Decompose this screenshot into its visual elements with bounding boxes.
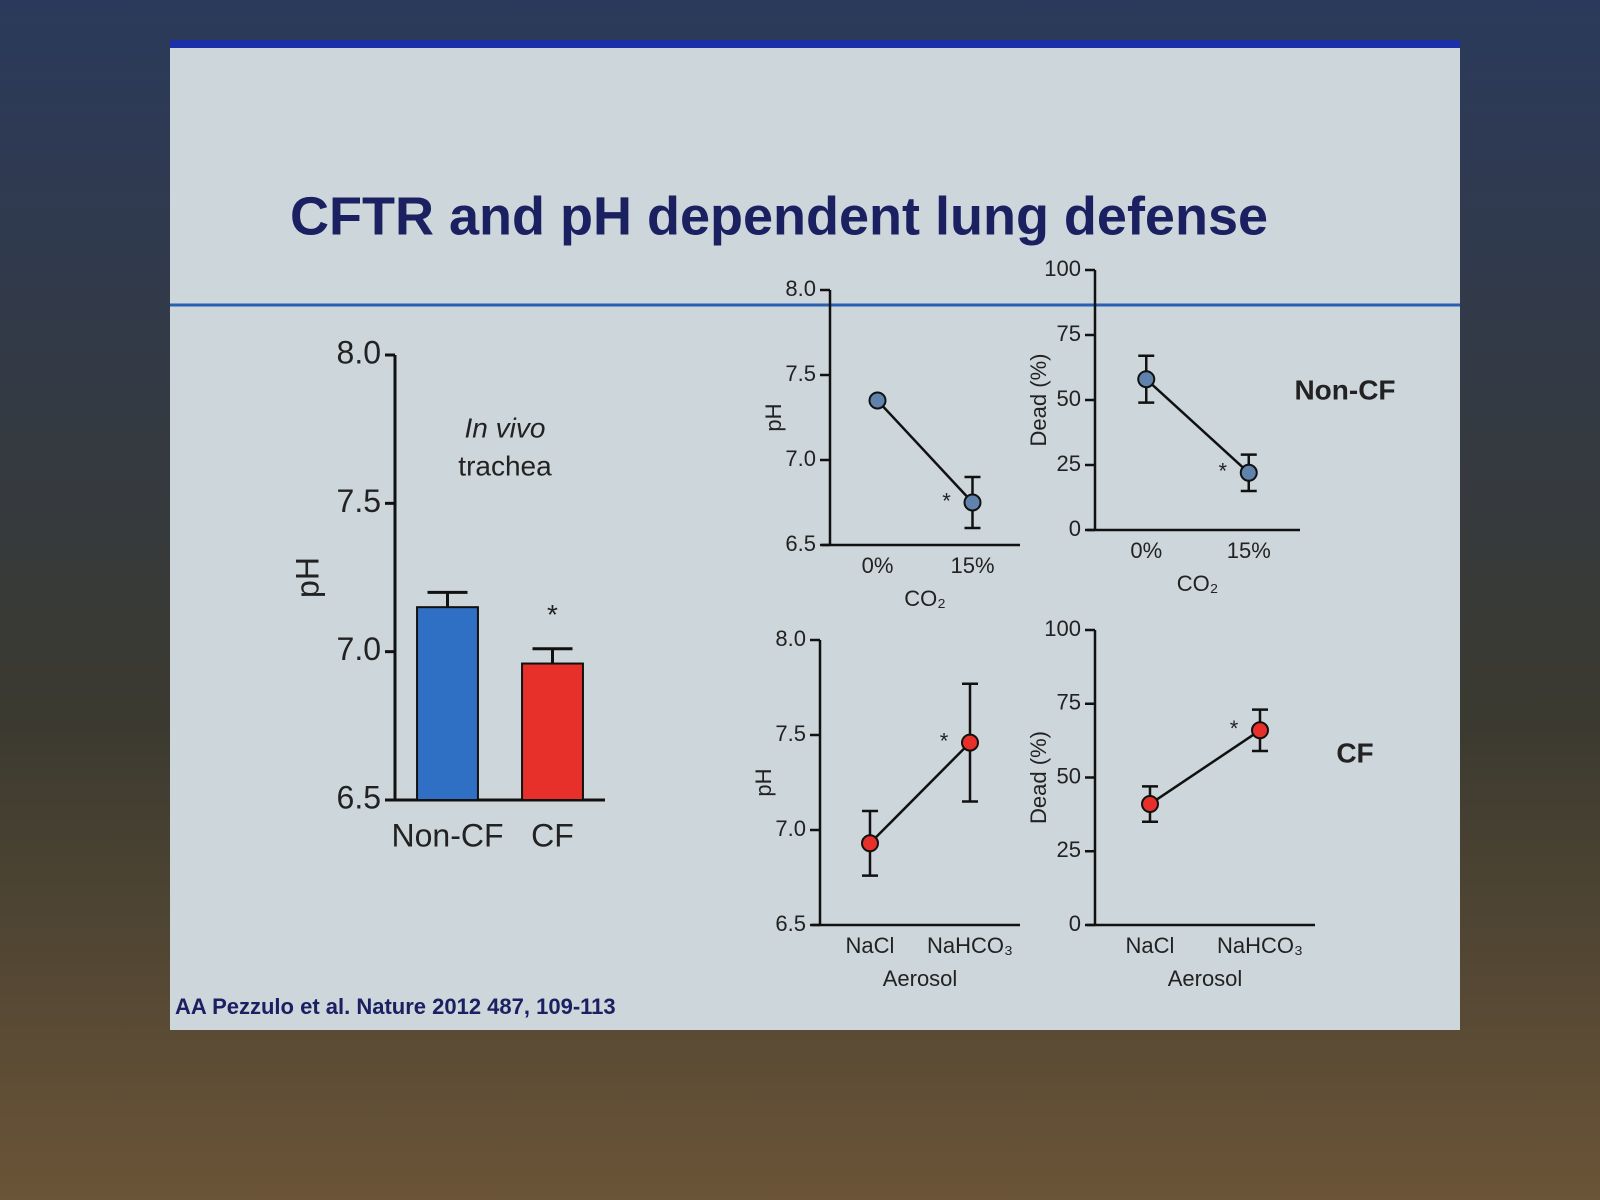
x-axis-label: Aerosol <box>883 966 958 991</box>
x-tick-label: NaCl <box>846 933 895 958</box>
x-tick-label: NaHCO₃ <box>927 933 1013 958</box>
x-tick-label: Non-CF <box>391 817 503 853</box>
x-tick-label: 15% <box>1227 538 1271 563</box>
error-bar <box>427 590 468 608</box>
y-tick-label: 6.5 <box>337 779 381 815</box>
point <box>861 834 879 853</box>
y-tick-label: 6.5 <box>775 911 806 936</box>
significance-mark: * <box>547 599 558 630</box>
point <box>963 493 982 512</box>
y-tick-label: 0 <box>1069 911 1081 936</box>
bar <box>416 606 479 802</box>
slide <box>170 40 1460 1030</box>
line <box>876 399 974 504</box>
annotation: In vivo <box>465 412 546 443</box>
point <box>1251 721 1269 740</box>
y-tick-label: 100 <box>1044 256 1081 281</box>
citation: AA Pezzulo et al. Nature 2012 487, 109-1… <box>175 994 616 1019</box>
y-tick-label: 8.0 <box>775 626 806 651</box>
top-rule <box>170 40 1460 48</box>
y-tick-label: 8.0 <box>337 334 381 370</box>
y-tick-label: 6.5 <box>785 531 816 556</box>
significance-mark: * <box>1218 459 1227 484</box>
x-tick-label: NaCl <box>1126 933 1175 958</box>
y-tick-label: 7.0 <box>337 631 381 667</box>
x-axis-label: Aerosol <box>1168 966 1243 991</box>
line <box>1149 729 1261 806</box>
error-bar <box>532 647 573 664</box>
line <box>869 741 971 845</box>
x-tick-label: CF <box>531 817 574 853</box>
y-axis-label: pH <box>761 403 786 431</box>
x-axis-label: CO₂ <box>1177 571 1219 596</box>
bar <box>521 662 584 801</box>
significance-mark: * <box>942 488 951 513</box>
y-tick-label: 7.0 <box>775 816 806 841</box>
y-tick-label: 25 <box>1057 451 1081 476</box>
y-tick-label: 0 <box>1069 516 1081 541</box>
y-tick-label: 7.5 <box>775 721 806 746</box>
point <box>868 391 887 410</box>
y-axis-label: pH <box>751 768 776 796</box>
y-tick-label: 75 <box>1057 690 1081 715</box>
x-tick-label: 15% <box>950 553 994 578</box>
point <box>961 733 979 752</box>
slide-title: CFTR and pH dependent lung defense <box>290 186 1268 246</box>
significance-mark: * <box>1230 716 1239 741</box>
row-label: Non-CF <box>1294 374 1395 405</box>
y-axis-label: Dead (%) <box>1026 731 1051 824</box>
x-tick-label: 0% <box>862 553 894 578</box>
significance-mark: * <box>940 728 949 753</box>
point <box>1141 795 1159 814</box>
y-tick-label: 7.5 <box>337 483 381 519</box>
y-axis-label: pH <box>289 557 325 598</box>
x-axis-label: CO₂ <box>904 586 946 611</box>
x-tick-label: NaHCO₃ <box>1217 933 1303 958</box>
y-tick-label: 75 <box>1057 321 1081 346</box>
annotation: trachea <box>458 450 552 481</box>
y-tick-label: 7.0 <box>785 446 816 471</box>
point <box>1137 370 1156 389</box>
y-axis-label: Dead (%) <box>1026 354 1051 447</box>
line <box>1145 378 1250 474</box>
y-tick-label: 8.0 <box>785 276 816 301</box>
y-tick-label: 50 <box>1057 763 1081 788</box>
y-tick-label: 25 <box>1057 837 1081 862</box>
row-label: CF <box>1336 737 1373 768</box>
y-tick-label: 7.5 <box>785 361 816 386</box>
point <box>1239 463 1258 482</box>
y-tick-label: 50 <box>1057 386 1081 411</box>
y-tick-label: 100 <box>1044 616 1081 641</box>
x-tick-label: 0% <box>1130 538 1162 563</box>
